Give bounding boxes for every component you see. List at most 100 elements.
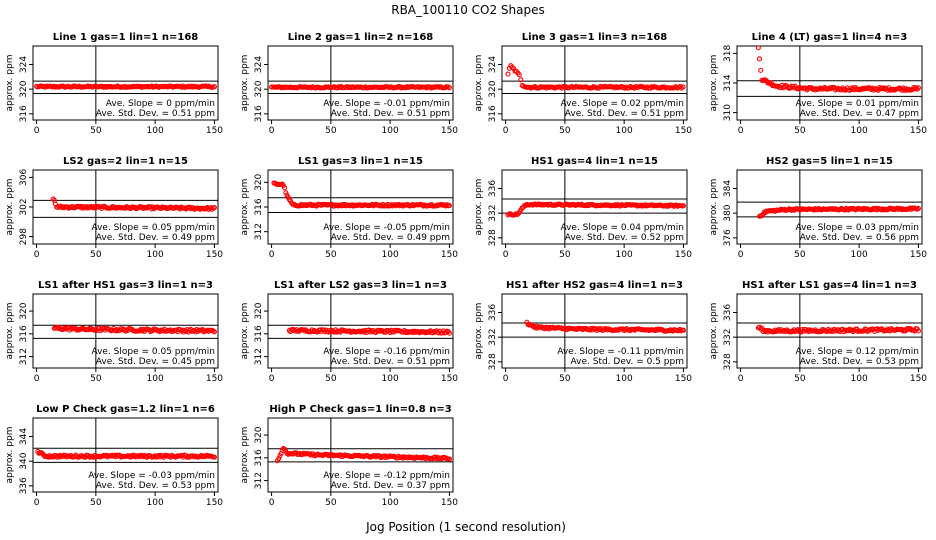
panel: Line 2 gas=1 lin=2 n=168 0 50 100 150 316 320 3… (240, 32, 458, 136)
x-tick-label: 50 (559, 374, 571, 384)
y-tick-label: 320 (19, 302, 29, 319)
data-point (847, 326, 853, 332)
x-tick-label: 150 (206, 250, 223, 260)
panel: Line 4 (LT) gas=1 lin=4 n=3 0 50 100 150 310 3… (709, 32, 927, 136)
y-axis-label: approx. ppm (240, 427, 250, 484)
plot-frame (267, 293, 454, 369)
x-tick-label: 50 (325, 498, 337, 508)
slope-annotation: Ave. Slope = 0.02 ppm/min (560, 99, 684, 109)
data-series (286, 326, 452, 336)
x-tick-label: 50 (794, 126, 806, 136)
data-series (34, 83, 217, 90)
y-tick-label: 332 (488, 205, 498, 222)
panel-title: LS1 gas=3 lin=1 n=15 (298, 156, 423, 167)
y-tick-label: 316 (19, 325, 29, 342)
x-tick-label: 150 (675, 126, 692, 136)
x-tick-label: 0 (503, 374, 509, 384)
panel: HS1 gas=4 lin=1 n=15 0 50 100 150 328 332 336 ap… (474, 156, 692, 260)
slope-annotation: Ave. Slope = -0.11 ppm/min (557, 347, 684, 357)
panel: LS1 after HS1 gas=3 lin=1 n=3 0 50 100 150 31… (5, 280, 223, 384)
x-tick-label: 0 (269, 374, 275, 384)
data-point (680, 327, 686, 333)
data-series (524, 319, 686, 334)
y-tick-label: 320 (488, 80, 498, 97)
data-point (211, 204, 217, 211)
std-dev-annotation: Ave. Std. Dev. = 0.51 ppm (96, 109, 215, 119)
data-point (211, 84, 217, 90)
x-tick-label: 100 (147, 250, 164, 260)
x-tick-label: 0 (269, 498, 275, 508)
figure-title: RBA_100110 CO2 Shapes (391, 3, 545, 17)
y-axis-label: approx. ppm (5, 427, 15, 484)
x-tick-label: 0 (34, 250, 40, 260)
data-series (50, 196, 217, 212)
panel: Line 3 gas=1 lin=3 n=168 0 50 100 150 316 320 3… (474, 32, 692, 136)
x-tick-label: 150 (675, 374, 692, 384)
slope-annotation: Ave. Slope = -0.12 ppm/min (323, 471, 450, 481)
x-tick-label: 150 (675, 250, 692, 260)
slope-annotation: Ave. Slope = 0.03 ppm/min (795, 223, 919, 233)
plot-frame (267, 417, 454, 493)
data-point (755, 46, 761, 51)
x-tick-label: 100 (851, 250, 868, 260)
data-point (758, 67, 764, 73)
data-point (446, 330, 452, 336)
std-dev-annotation: Ave. Std. Dev. = 0.56 ppm (800, 233, 919, 243)
data-point (680, 203, 686, 209)
y-tick-label: 336 (723, 304, 733, 321)
panel-title: HS1 after LS1 gas=4 lin=1 n=3 (742, 280, 917, 291)
x-tick-label: 0 (34, 126, 40, 136)
panel-title: Line 4 (LT) gas=1 lin=4 n=3 (752, 32, 908, 43)
y-tick-label: 376 (723, 229, 733, 246)
data-point (211, 454, 217, 460)
slope-annotation: Ave. Slope = 0.01 ppm/min (795, 99, 919, 109)
std-dev-annotation: Ave. Std. Dev. = 0.51 ppm (331, 109, 450, 119)
x-tick-label: 100 (382, 374, 399, 384)
x-tick-label: 150 (910, 126, 927, 136)
plot-frame (32, 293, 219, 369)
y-tick-label: 316 (254, 325, 264, 342)
panels-grid: Line 1 gas=1 lin=1 n=168 0 50 100 150 316 320 3… (5, 32, 927, 508)
data-point (915, 328, 921, 334)
data-point (915, 205, 921, 211)
y-tick-label: 344 (19, 428, 29, 445)
x-tick-label: 50 (90, 498, 102, 508)
x-tick-label: 50 (559, 126, 571, 136)
data-point (756, 56, 763, 62)
x-tick-label: 100 (147, 498, 164, 508)
y-tick-label: 380 (723, 204, 733, 221)
figure-xlabel: Jog Position (1 second resolution) (365, 520, 566, 534)
x-tick-label: 0 (738, 250, 744, 260)
y-tick-label: 328 (488, 353, 498, 370)
std-dev-annotation: Ave. Std. Dev. = 0.5 ppm (571, 357, 684, 367)
data-point (446, 202, 452, 209)
panel-title: LS1 after HS1 gas=3 lin=1 n=3 (38, 280, 213, 291)
slope-annotation: Ave. Slope = -0.03 ppm/min (88, 471, 215, 481)
data-point (538, 324, 544, 330)
y-tick-label: 324 (254, 56, 264, 73)
x-tick-label: 50 (90, 374, 102, 384)
data-series (755, 324, 921, 335)
y-axis-label: approx. ppm (709, 303, 719, 360)
data-point (516, 72, 522, 78)
panel: HS1 after LS1 gas=4 lin=1 n=3 0 50 100 150 32… (709, 280, 927, 384)
std-dev-annotation: Ave. Std. Dev. = 0.49 ppm (96, 233, 215, 243)
panel-title: LS2 gas=2 lin=1 n=15 (63, 156, 188, 167)
x-tick-label: 50 (325, 250, 337, 260)
y-tick-label: 328 (488, 229, 498, 246)
y-tick-label: 314 (723, 74, 733, 91)
data-point (900, 85, 906, 91)
reference-lines (737, 170, 922, 244)
x-tick-label: 150 (441, 250, 458, 260)
y-tick-label: 340 (19, 452, 29, 469)
x-tick-label: 150 (206, 374, 223, 384)
panel: Low P Check gas=1.2 lin=1 n=6 0 50 100 150 33… (5, 404, 223, 508)
std-dev-annotation: Ave. Std. Dev. = 0.37 ppm (331, 481, 450, 491)
data-point (798, 329, 804, 335)
slope-annotation: Ave. Slope = -0.16 ppm/min (323, 347, 450, 357)
x-tick-label: 50 (90, 126, 102, 136)
y-tick-label: 312 (254, 348, 264, 365)
x-tick-label: 100 (382, 498, 399, 508)
panel-title: LS1 after LS2 gas=3 lin=1 n=3 (274, 280, 447, 291)
